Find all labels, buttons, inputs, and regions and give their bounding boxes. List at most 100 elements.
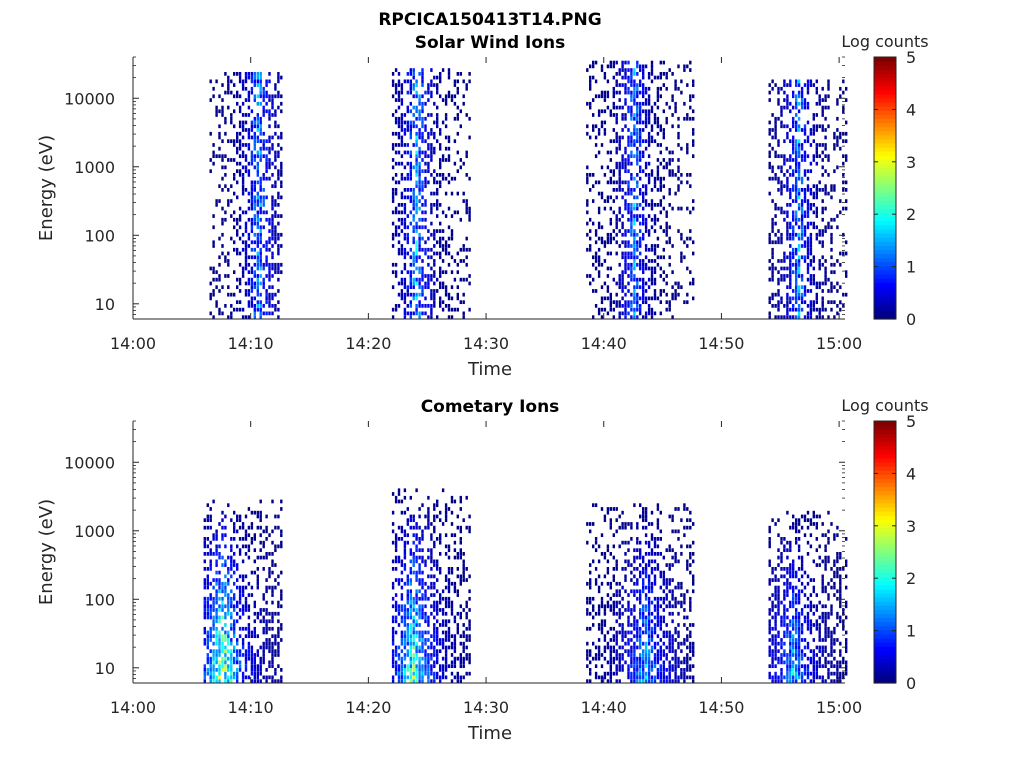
heatmap-cell (259, 304, 262, 308)
heatmap-cell (800, 229, 804, 233)
heatmap-cell (650, 510, 654, 515)
heatmap-cell (433, 244, 436, 248)
heatmap-cell (227, 105, 230, 110)
heatmap-cell (768, 266, 771, 271)
heatmap-cell (397, 247, 401, 252)
heatmap-cell (836, 281, 839, 286)
heatmap-cell (459, 634, 462, 639)
heatmap-cell (818, 285, 821, 290)
heatmap-cell (824, 191, 827, 196)
heatmap-cell (250, 199, 254, 203)
heatmap-cell (594, 154, 598, 159)
heatmap-cell (650, 679, 654, 684)
heatmap-cell (668, 169, 671, 174)
heatmap-cell (636, 522, 639, 526)
heatmap-cell (589, 188, 592, 192)
heatmap-cell (465, 262, 468, 267)
heatmap-cell (406, 176, 409, 181)
heatmap-cell (618, 300, 621, 305)
heatmap-cell (233, 529, 236, 534)
heatmap-cell (436, 180, 439, 185)
heatmap-cell (633, 567, 636, 571)
heatmap-cell (218, 135, 221, 140)
heatmap-cell (647, 563, 651, 567)
heatmap-cell (636, 537, 639, 541)
heatmap-cell (418, 304, 421, 308)
heatmap-cell (659, 552, 662, 556)
heatmap-cell (244, 143, 248, 147)
heatmap-cell (230, 90, 233, 95)
heatmap-cell (644, 281, 648, 286)
heatmap-cell (394, 90, 398, 95)
heatmap-cell (618, 525, 621, 530)
heatmap-cell (212, 161, 215, 166)
heatmap-cell (277, 679, 280, 684)
heatmap-cell (768, 232, 771, 237)
heatmap-cell (233, 292, 236, 297)
heatmap-cell (280, 593, 283, 597)
heatmap-cell (259, 116, 262, 121)
heatmap-cell (247, 244, 251, 248)
heatmap-cell (809, 304, 813, 308)
heatmap-cell (403, 630, 407, 635)
heatmap-cell (397, 525, 401, 530)
heatmap-cell (439, 79, 442, 84)
heatmap-cell (421, 225, 424, 230)
heatmap-cell (665, 146, 668, 151)
heatmap-cell (836, 139, 839, 144)
heatmap-cell (795, 191, 798, 196)
colorbar-segment (874, 306, 896, 312)
heatmap-cell (636, 131, 639, 136)
heatmap-cell (391, 195, 395, 200)
heatmap-cell (797, 128, 801, 132)
heatmap-cell (618, 262, 621, 267)
heatmap-cell (206, 574, 209, 579)
heatmap-cell (218, 645, 221, 650)
heatmap-cell (259, 176, 262, 181)
heatmap-cell (280, 169, 283, 174)
heatmap-cell (236, 221, 239, 226)
heatmap-cell (771, 247, 774, 252)
heatmap-cell (836, 165, 839, 170)
heatmap-cell (797, 217, 801, 222)
heatmap-cell (433, 585, 436, 590)
heatmap-cell (436, 630, 439, 635)
heatmap-cell (436, 199, 439, 203)
heatmap-cell (659, 574, 662, 579)
heatmap-cell (427, 623, 430, 627)
heatmap-cell (650, 169, 654, 174)
heatmap-cell (630, 251, 633, 256)
heatmap-cell (615, 679, 618, 684)
heatmap-cell (430, 653, 433, 657)
heatmap-cell (456, 675, 459, 680)
heatmap-cell (427, 285, 430, 290)
heatmap-cell (592, 544, 595, 549)
heatmap-cell (589, 64, 592, 69)
heatmap-cell (394, 559, 398, 564)
heatmap-cell (394, 150, 398, 155)
heatmap-cell (256, 300, 259, 305)
heatmap-cell (771, 277, 774, 282)
heatmap-cell (433, 259, 436, 263)
heatmap-cell (391, 585, 395, 590)
heatmap-cell (465, 154, 468, 159)
heatmap-cell (609, 206, 612, 211)
heatmap-cell (206, 552, 209, 556)
heatmap-cell (633, 311, 636, 316)
heatmap-cell (406, 638, 409, 642)
heatmap-cell (400, 176, 404, 181)
heatmap-cell (686, 64, 689, 69)
heatmap-cell (403, 510, 407, 515)
heatmap-cell (806, 277, 810, 282)
heatmap-cell (244, 221, 248, 226)
heatmap-cell (218, 262, 221, 267)
heatmap-cell (415, 555, 418, 560)
heatmap-cell (450, 679, 454, 684)
heatmap-cell (415, 135, 418, 140)
heatmap-cell (821, 304, 824, 308)
heatmap-cell (459, 540, 462, 545)
heatmap-cell (627, 653, 630, 657)
heatmap-cell (241, 559, 245, 564)
heatmap-cell (627, 266, 630, 271)
heatmap-cell (218, 109, 221, 114)
